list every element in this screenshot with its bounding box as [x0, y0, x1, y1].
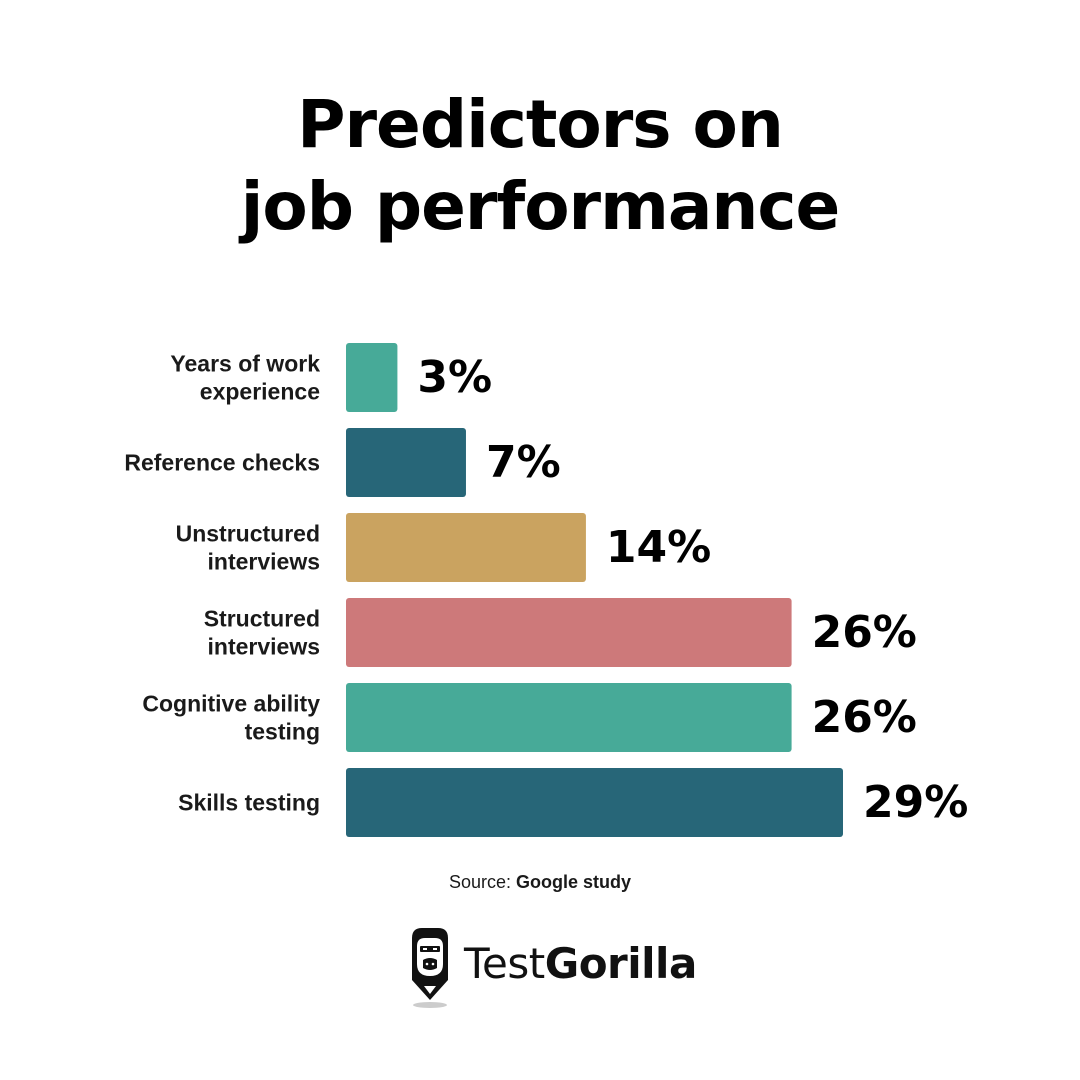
- category-label-4-line-1: Structured: [204, 606, 320, 632]
- category-label-5-line-2: testing: [245, 719, 320, 745]
- value-label-5: 26%: [812, 692, 917, 743]
- category-label-5-line-1: Cognitive ability: [142, 691, 320, 717]
- category-label-1-line-2: experience: [200, 379, 320, 405]
- category-label-3-line-2: interviews: [208, 549, 321, 575]
- category-label-2-line-1: Reference checks: [124, 450, 320, 476]
- value-label-2: 7%: [486, 437, 561, 488]
- brand-wordmark-gorilla: Gorilla: [544, 938, 698, 988]
- chart-title-line-1: Predictors on: [297, 86, 784, 163]
- bar-5: [346, 683, 792, 752]
- bar-4: [346, 598, 792, 667]
- value-label-6: 29%: [863, 777, 968, 828]
- value-label-4: 26%: [812, 607, 917, 658]
- bar-6: [346, 768, 843, 837]
- brand-wordmark-test: Test: [464, 938, 545, 988]
- value-label-3: 14%: [606, 522, 711, 573]
- category-label-3-line-1: Unstructured: [176, 521, 320, 547]
- value-label-1: 3%: [417, 352, 492, 403]
- gorilla-pencil-icon: [412, 928, 448, 1008]
- source-prefix: Source:: [448, 872, 511, 892]
- bar-3: [346, 513, 586, 582]
- category-label-6-line-1: Skills testing: [178, 790, 320, 816]
- category-label-1-line-1: Years of work: [170, 351, 320, 377]
- source-note: Source: Google study: [0, 872, 1080, 893]
- chart-title-line-2: job performance: [240, 168, 841, 245]
- source-name: Google study: [516, 872, 632, 892]
- category-label-4-line-2: interviews: [208, 634, 321, 660]
- brand-wordmark: TestGorilla: [464, 939, 697, 988]
- brand-logo: TestGorilla: [408, 922, 697, 1012]
- bar-2: [346, 428, 466, 497]
- bar-1: [346, 343, 398, 412]
